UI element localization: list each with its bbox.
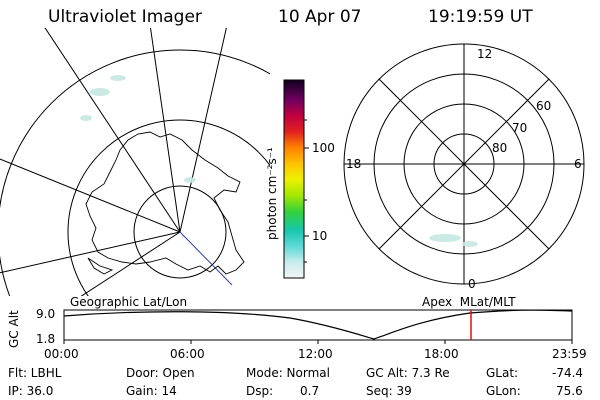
mlat-label-80: 80	[492, 141, 508, 155]
altitude-plot-frame	[63, 309, 573, 341]
meridian-line	[179, 28, 227, 233]
mode-info: Mode: Normal	[246, 366, 330, 380]
glon-label: GLon:	[486, 384, 521, 398]
date-label: 10 Apr 07	[278, 7, 362, 27]
meridian-line	[80, 231, 181, 296]
lat-circle	[67, 119, 270, 296]
instrument-title: Ultraviolet Imager	[48, 7, 202, 27]
coastline	[87, 257, 114, 275]
meridian-line	[0, 158, 181, 233]
colorbar	[283, 79, 305, 279]
coastline	[85, 131, 245, 275]
dsp-value: 0.7	[300, 384, 320, 398]
altitude-ytick-9: 9.0	[36, 307, 56, 321]
colorbar-tick-10: 10	[312, 229, 328, 243]
colorbar-ticks	[304, 119, 309, 263]
lat-circle	[0, 49, 270, 296]
gc-alt-info: GC Alt: 7.3 Re	[366, 366, 450, 380]
glat-value: -74.4	[552, 366, 584, 380]
lat-circle	[133, 185, 227, 279]
glon-value: 75.6	[556, 384, 583, 398]
aurora-glow	[429, 234, 478, 247]
geographic-map	[0, 28, 270, 296]
gain-info: Gain: 14	[126, 384, 177, 398]
mlt-label-12: 12	[477, 47, 493, 61]
magnetic-map	[343, 43, 585, 285]
mlt-label-18: 18	[346, 157, 362, 171]
mlt-label-6: 6	[574, 157, 582, 171]
mlt-line	[378, 78, 550, 250]
meridian-line	[179, 231, 233, 286]
xtick-2359: 23:59	[552, 347, 587, 361]
aurora-glow	[80, 75, 196, 183]
glat-label: GLat:	[486, 366, 519, 380]
meridian-line	[0, 231, 181, 274]
ip-info: IP: 36.0	[8, 384, 54, 398]
meridian-line	[44, 28, 181, 233]
altitude-ytick-1-8: 1.8	[36, 332, 56, 346]
mlat-label-70: 70	[512, 121, 528, 135]
meridian-line	[149, 28, 181, 233]
geographic-caption: Geographic Lat/Lon	[70, 295, 188, 309]
seq-info: Seq: 39	[366, 384, 412, 398]
mlat-label-60: 60	[536, 99, 552, 113]
altitude-ylabel: GC Alt	[7, 310, 21, 348]
xtick-0000: 00:00	[44, 347, 79, 361]
magnetic-caption: Apex MLat/MLT	[422, 295, 516, 309]
colorbar-tick-100: 100	[312, 141, 335, 155]
colorbar-unit-label: photon cm⁻²s⁻¹	[265, 147, 279, 240]
xtick-0600: 06:00	[170, 347, 205, 361]
filter-info: Flt: LBHL	[8, 366, 62, 380]
door-info: Door: Open	[126, 366, 195, 380]
dsp-label: Dsp:	[246, 384, 274, 398]
altitude-xticks	[63, 340, 573, 344]
time-label: 19:19:59 UT	[428, 7, 533, 27]
mlt-label-0: 0	[468, 277, 476, 291]
xtick-1200: 12:00	[298, 347, 333, 361]
xtick-1800: 18:00	[424, 347, 459, 361]
altitude-curve	[63, 309, 573, 340]
